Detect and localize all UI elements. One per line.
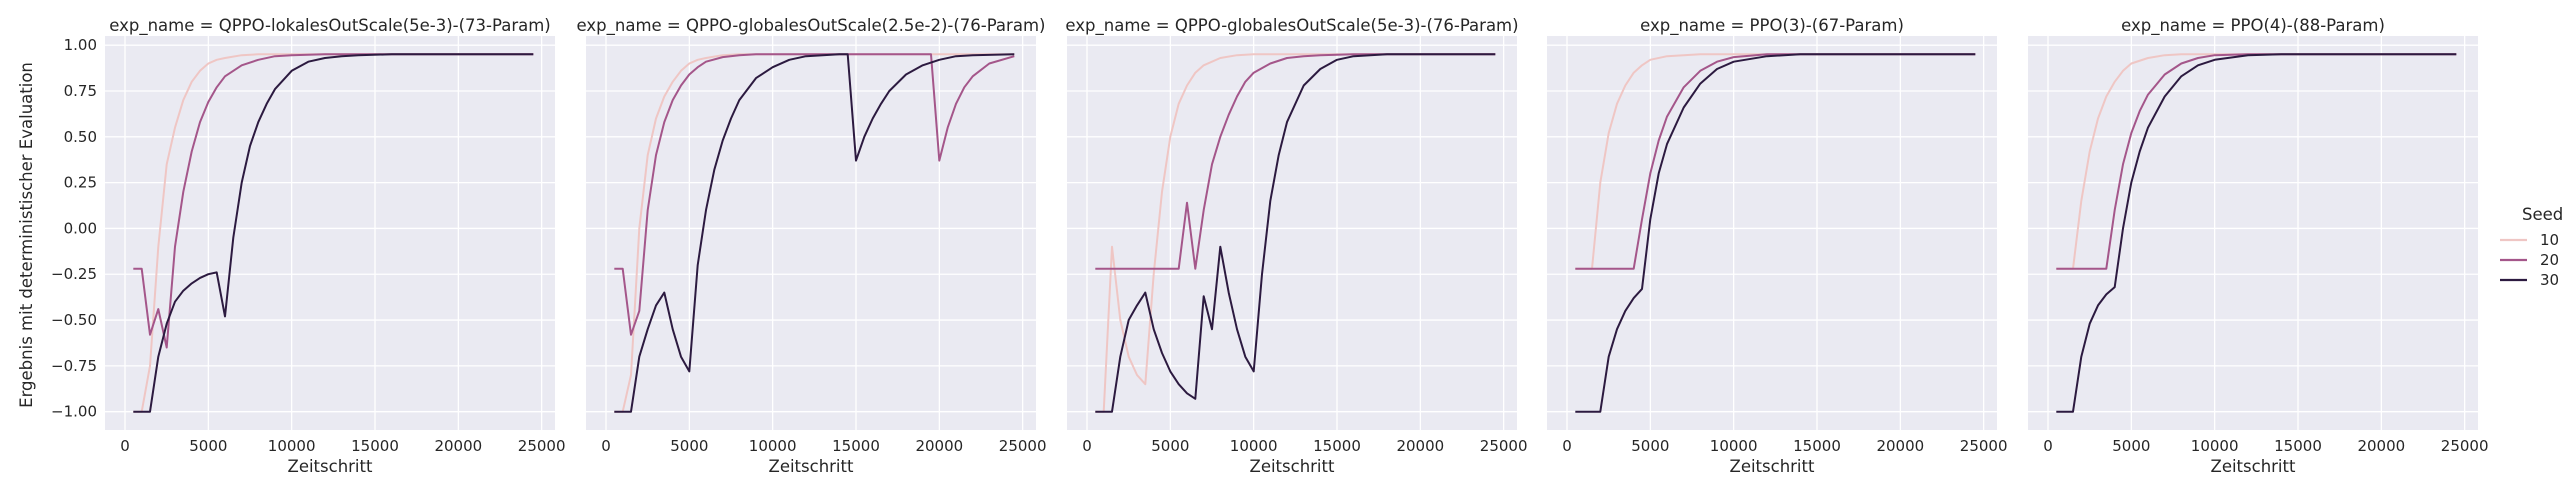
x-axis-label: Zeitschritt	[288, 457, 373, 476]
facet-title: exp_name = QPPO-lokalesOutScale(5e-3)-(7…	[109, 16, 550, 36]
x-tick-label: 20000	[915, 437, 963, 455]
facet-panel-5: exp_name = PPO(4)-(88-Param) 0 5000 10000 15…	[2028, 16, 2489, 476]
plot-background	[1067, 36, 1517, 430]
x-tick-label: 20000	[1396, 437, 1444, 455]
y-tick-label: 0.25	[64, 174, 97, 192]
x-tick-label: 15000	[1793, 437, 1841, 455]
series-line-seed-30	[1575, 53, 1976, 413]
x-tick-label: 20000	[1876, 437, 1924, 455]
legend: Seed 10 20 30	[2500, 205, 2563, 289]
series-line-seed-30	[1095, 53, 1496, 413]
y-tick-label: −0.25	[51, 265, 97, 283]
x-tick-label: 10000	[749, 437, 797, 455]
x-tick-label: 25000	[518, 437, 566, 455]
facet-title: exp_name = QPPO-globalesOutScale(5e-3)-(…	[1065, 16, 1518, 36]
facet-panel-2: exp_name = QPPO-globalesOutScale(2.5e-2)…	[577, 16, 1047, 476]
y-tick-label: −0.50	[51, 311, 97, 329]
plot-background	[586, 36, 1036, 430]
series-line-seed-20	[1095, 53, 1496, 270]
plot-background	[105, 36, 555, 430]
legend-label: 10	[2540, 231, 2559, 249]
x-tick-label: 0	[120, 437, 130, 455]
x-tick-label: 15000	[832, 437, 880, 455]
y-tick-label: 0.50	[64, 128, 97, 146]
facet-title: exp_name = PPO(3)-(67-Param)	[1640, 16, 1904, 36]
facet-title: exp_name = PPO(4)-(88-Param)	[2121, 16, 2385, 36]
series-line-seed-30	[2056, 53, 2457, 413]
x-tick-label: 0	[1082, 437, 1092, 455]
plot-background	[1547, 36, 1997, 430]
x-tick-label: 15000	[2274, 437, 2322, 455]
x-tick-label: 15000	[351, 437, 399, 455]
x-tick-label: 0	[601, 437, 611, 455]
y-axis-label: Ergebnis mit deterministischer Evaluatio…	[17, 62, 36, 408]
y-tick-label: 1.00	[64, 36, 97, 54]
x-tick-label: 5000	[1631, 437, 1669, 455]
x-tick-label: 15000	[1313, 437, 1361, 455]
x-tick-label: 10000	[1710, 437, 1758, 455]
series-line-seed-20	[614, 53, 1015, 336]
x-tick-label: 10000	[2191, 437, 2239, 455]
x-tick-label: 25000	[1960, 437, 2008, 455]
facet-panel-4: exp_name = PPO(3)-(67-Param) 0 5000 10000 15…	[1547, 16, 2008, 476]
facet-panels: exp_name = QPPO-lokalesOutScale(5e-3)-(7…	[51, 16, 2488, 476]
x-tick-label: 20000	[2357, 437, 2405, 455]
legend-label: 30	[2540, 271, 2559, 289]
x-tick-label: 5000	[189, 437, 227, 455]
x-tick-label: 20000	[434, 437, 482, 455]
facet-panel-1: exp_name = QPPO-lokalesOutScale(5e-3)-(7…	[51, 16, 565, 476]
x-axis-label: Zeitschritt	[1250, 457, 1335, 476]
series-line-seed-30	[133, 53, 534, 413]
y-tick-label: −1.00	[51, 403, 97, 421]
x-tick-label: 10000	[268, 437, 316, 455]
x-axis-label: Zeitschritt	[769, 457, 854, 476]
legend-label: 20	[2540, 251, 2559, 269]
x-tick-label: 0	[1562, 437, 1572, 455]
facet-panel-3: exp_name = QPPO-globalesOutScale(5e-3)-(…	[1065, 16, 1527, 476]
y-tick-label: −0.75	[51, 357, 97, 375]
x-tick-label: 25000	[1480, 437, 1528, 455]
plot-background	[2028, 36, 2478, 430]
y-tick-label: 0.75	[64, 82, 97, 100]
x-axis-label: Zeitschritt	[2211, 457, 2296, 476]
x-tick-label: 25000	[2441, 437, 2489, 455]
facet-title: exp_name = QPPO-globalesOutScale(2.5e-2)…	[577, 16, 1046, 36]
x-axis-label: Zeitschritt	[1730, 457, 1815, 476]
x-tick-label: 25000	[999, 437, 1047, 455]
x-tick-label: 5000	[1151, 437, 1189, 455]
legend-title: Seed	[2522, 205, 2563, 224]
y-tick-label: 0.00	[64, 219, 97, 237]
series-line-seed-30	[614, 53, 1015, 413]
x-tick-label: 5000	[2112, 437, 2150, 455]
x-tick-label: 5000	[670, 437, 708, 455]
x-tick-label: 10000	[1230, 437, 1278, 455]
x-tick-label: 0	[2043, 437, 2053, 455]
